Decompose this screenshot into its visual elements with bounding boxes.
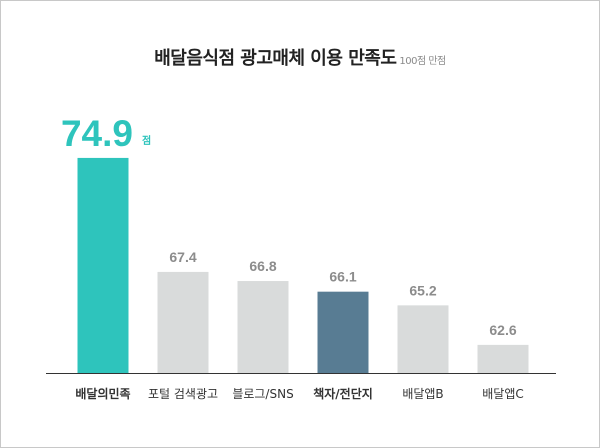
category-label-1: 포털 검색광고	[148, 387, 218, 401]
category-label-0: 배달의민족	[75, 386, 130, 401]
value-label-3: 66.1	[329, 269, 356, 285]
chart-header: 배달음식점 광고매체 이용 만족도 100점 만점	[0, 44, 600, 70]
bar-3	[317, 291, 369, 373]
bar-4	[397, 305, 449, 373]
bar-1	[157, 271, 209, 373]
value-label-4: 65.2	[409, 282, 436, 298]
value-label-0: 74.9	[61, 113, 133, 154]
category-label-5: 배달앱C	[482, 387, 524, 401]
value-unit-label: 점	[142, 135, 151, 147]
category-label-2: 블로그/SNS	[232, 387, 293, 401]
value-label-5: 62.6	[489, 322, 516, 338]
value-label-1: 67.4	[169, 249, 196, 265]
bar-2	[237, 281, 289, 373]
category-label-3: 책자/전단지	[313, 386, 373, 401]
value-label-2: 66.8	[249, 258, 276, 274]
category-label-4: 배달앱B	[402, 387, 443, 401]
chart-subtitle: 100점 만점	[399, 56, 446, 67]
bar-0	[77, 157, 129, 373]
bar-5	[477, 344, 529, 373]
chart-title: 배달음식점 광고매체 이용 만족도	[154, 48, 397, 69]
